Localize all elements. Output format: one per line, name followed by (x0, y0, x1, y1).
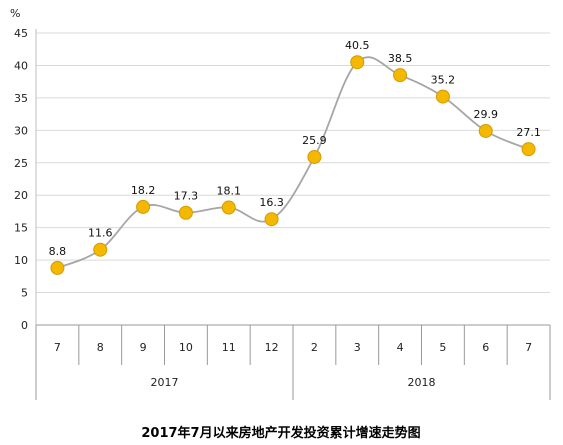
x-tick-label: 11 (222, 341, 236, 354)
x-tick-label: 8 (97, 341, 104, 354)
x-tick-label: 5 (439, 341, 446, 354)
data-point-marker (393, 68, 408, 83)
data-point-marker (264, 212, 279, 227)
x-tick-label: 7 (525, 341, 532, 354)
gridlines (36, 32, 550, 294)
y-tick-label: 30 (14, 124, 28, 137)
y-tick-label: 5 (21, 287, 28, 300)
data-point-marker (136, 199, 151, 214)
x-tick-label: 7 (54, 341, 61, 354)
y-tick-label: 45 (14, 27, 28, 40)
data-labels: 8.8 11.6 18.2 17.3 18.1 16.3 25.9 40.5 38.5 35.2 2… (49, 39, 541, 258)
year-group-label: 2018 (408, 376, 436, 389)
data-label: 16.3 (259, 196, 284, 209)
chart-title: 2017年7月以来房地产开发投资累计增速走势图 (141, 425, 420, 441)
data-label: 25.9 (302, 134, 327, 147)
y-tick-label: 20 (14, 189, 28, 202)
data-point-marker (478, 123, 493, 138)
y-tick-label: 10 (14, 254, 28, 267)
x-tick-label: 3 (354, 341, 361, 354)
y-tick-label: 0 (21, 319, 28, 332)
data-label: 11.6 (88, 227, 113, 240)
y-tick-label: 40 (14, 59, 28, 72)
x-tick-label: 9 (140, 341, 147, 354)
y-tick-label: 35 (14, 92, 28, 105)
data-point-marker (350, 55, 365, 70)
year-group-label: 2017 (151, 376, 179, 389)
x-tick-label: 12 (265, 341, 279, 354)
category-axis-table: 7 8 9 10 11 12 2 3 4 5 6 7 2017 2018 (54, 325, 532, 400)
y-tick-label: 25 (14, 157, 28, 170)
data-label: 8.8 (49, 245, 67, 258)
data-label: 18.2 (131, 184, 156, 197)
data-label: 35.2 (431, 74, 456, 87)
data-label: 18.1 (217, 185, 242, 198)
data-label: 38.5 (388, 52, 413, 65)
x-tick-label: 2 (311, 341, 318, 354)
data-point-marker (93, 242, 108, 257)
data-label: 17.3 (174, 190, 199, 203)
data-point-marker (221, 200, 236, 215)
data-point-marker (521, 142, 536, 157)
data-label: 29.9 (474, 108, 499, 121)
y-tick-label: 15 (14, 222, 28, 235)
data-markers (50, 55, 536, 275)
data-point-marker (435, 89, 450, 104)
x-tick-label: 6 (482, 341, 489, 354)
data-point-marker (178, 205, 193, 220)
y-tick-labels: 0 5 10 15 20 25 30 35 40 45 (14, 27, 28, 332)
x-tick-label: 4 (397, 341, 404, 354)
data-label: 27.1 (516, 126, 541, 139)
data-point-marker (307, 149, 322, 164)
y-axis-unit-label: % (10, 7, 20, 20)
x-tick-label: 10 (179, 341, 193, 354)
data-label: 40.5 (345, 39, 370, 52)
data-point-marker (50, 260, 65, 275)
